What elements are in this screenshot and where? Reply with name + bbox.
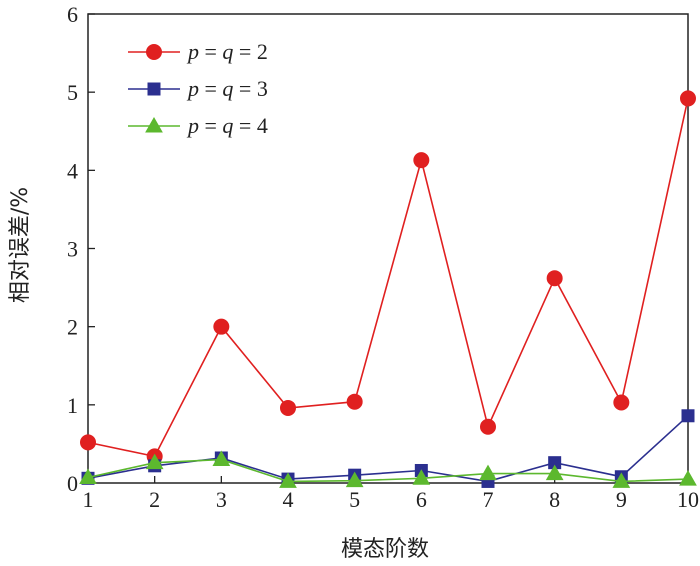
series-1	[80, 90, 696, 465]
legend-label-part: =	[199, 39, 222, 64]
x-tick-label: 5	[349, 487, 360, 512]
series-layer	[79, 90, 697, 488]
legend-label: p = q = 4	[186, 113, 268, 138]
data-point	[212, 450, 231, 467]
data-point	[680, 90, 696, 107]
y-axis-title: 相对误差/%	[8, 187, 33, 303]
series-line	[87, 98, 689, 458]
data-point	[679, 470, 697, 486]
data-point	[546, 270, 563, 287]
x-tick-label: 3	[216, 487, 227, 512]
x-tick-label: 1	[83, 487, 94, 512]
data-point	[612, 472, 631, 488]
legend: p = q = 2p = q = 3p = q = 4	[128, 39, 268, 138]
x-tick-label: 7	[483, 487, 494, 512]
legend-entry-3: p = q = 4	[128, 113, 268, 138]
series-line	[87, 458, 689, 483]
data-point	[480, 418, 496, 435]
series-line	[87, 415, 689, 483]
legend-entry-1: p = q = 2	[128, 39, 268, 64]
x-tick-label: 2	[149, 487, 160, 512]
series-3	[79, 450, 697, 488]
series-2	[81, 409, 695, 488]
x-tick-label: 4	[283, 487, 294, 512]
y-tick-label: 4	[67, 158, 78, 183]
legend-label-part: =	[199, 76, 222, 101]
data-point	[213, 318, 230, 335]
y-tick-label: 2	[67, 315, 78, 340]
data-point	[279, 472, 297, 488]
x-axis-title: 模态阶数	[341, 537, 429, 562]
legend-label-part: q	[222, 113, 233, 138]
y-tick-label: 5	[67, 80, 78, 105]
legend-marker	[147, 82, 161, 96]
legend-marker	[146, 44, 162, 60]
y-tick-label: 0	[67, 471, 78, 496]
y-tick-label: 1	[67, 393, 78, 418]
legend-label-part: q	[222, 39, 233, 64]
legend-label-part: p	[186, 39, 199, 64]
data-point	[479, 464, 497, 481]
legend-label-part: =	[199, 113, 222, 138]
legend-label-part: = 2	[233, 39, 267, 64]
legend-label-part: = 3	[233, 76, 267, 101]
data-point	[280, 399, 296, 416]
legend-label-part: p	[186, 113, 199, 138]
y-tick-label: 3	[67, 237, 78, 262]
legend-label: p = q = 3	[186, 76, 268, 101]
y-tick-label: 6	[67, 2, 78, 27]
data-point	[80, 434, 96, 451]
data-point	[613, 394, 630, 411]
data-point	[79, 468, 97, 485]
legend-marker	[145, 116, 163, 133]
legend-label-part: p	[186, 76, 199, 101]
legend-label-part: q	[222, 76, 233, 101]
data-point	[345, 471, 364, 488]
data-point	[413, 152, 430, 169]
data-point	[346, 393, 363, 410]
data-point	[412, 469, 431, 485]
x-tick-label: 9	[616, 487, 627, 512]
legend-label: p = q = 2	[186, 39, 268, 64]
x-tick-label: 10	[677, 487, 699, 512]
legend-entry-2: p = q = 3	[128, 76, 268, 101]
x-tick-label: 6	[416, 487, 427, 512]
x-tick-label: 8	[549, 487, 560, 512]
data-point	[145, 453, 164, 470]
data-point	[681, 409, 695, 423]
legend-label-part: = 4	[233, 113, 267, 138]
data-point	[545, 464, 564, 481]
